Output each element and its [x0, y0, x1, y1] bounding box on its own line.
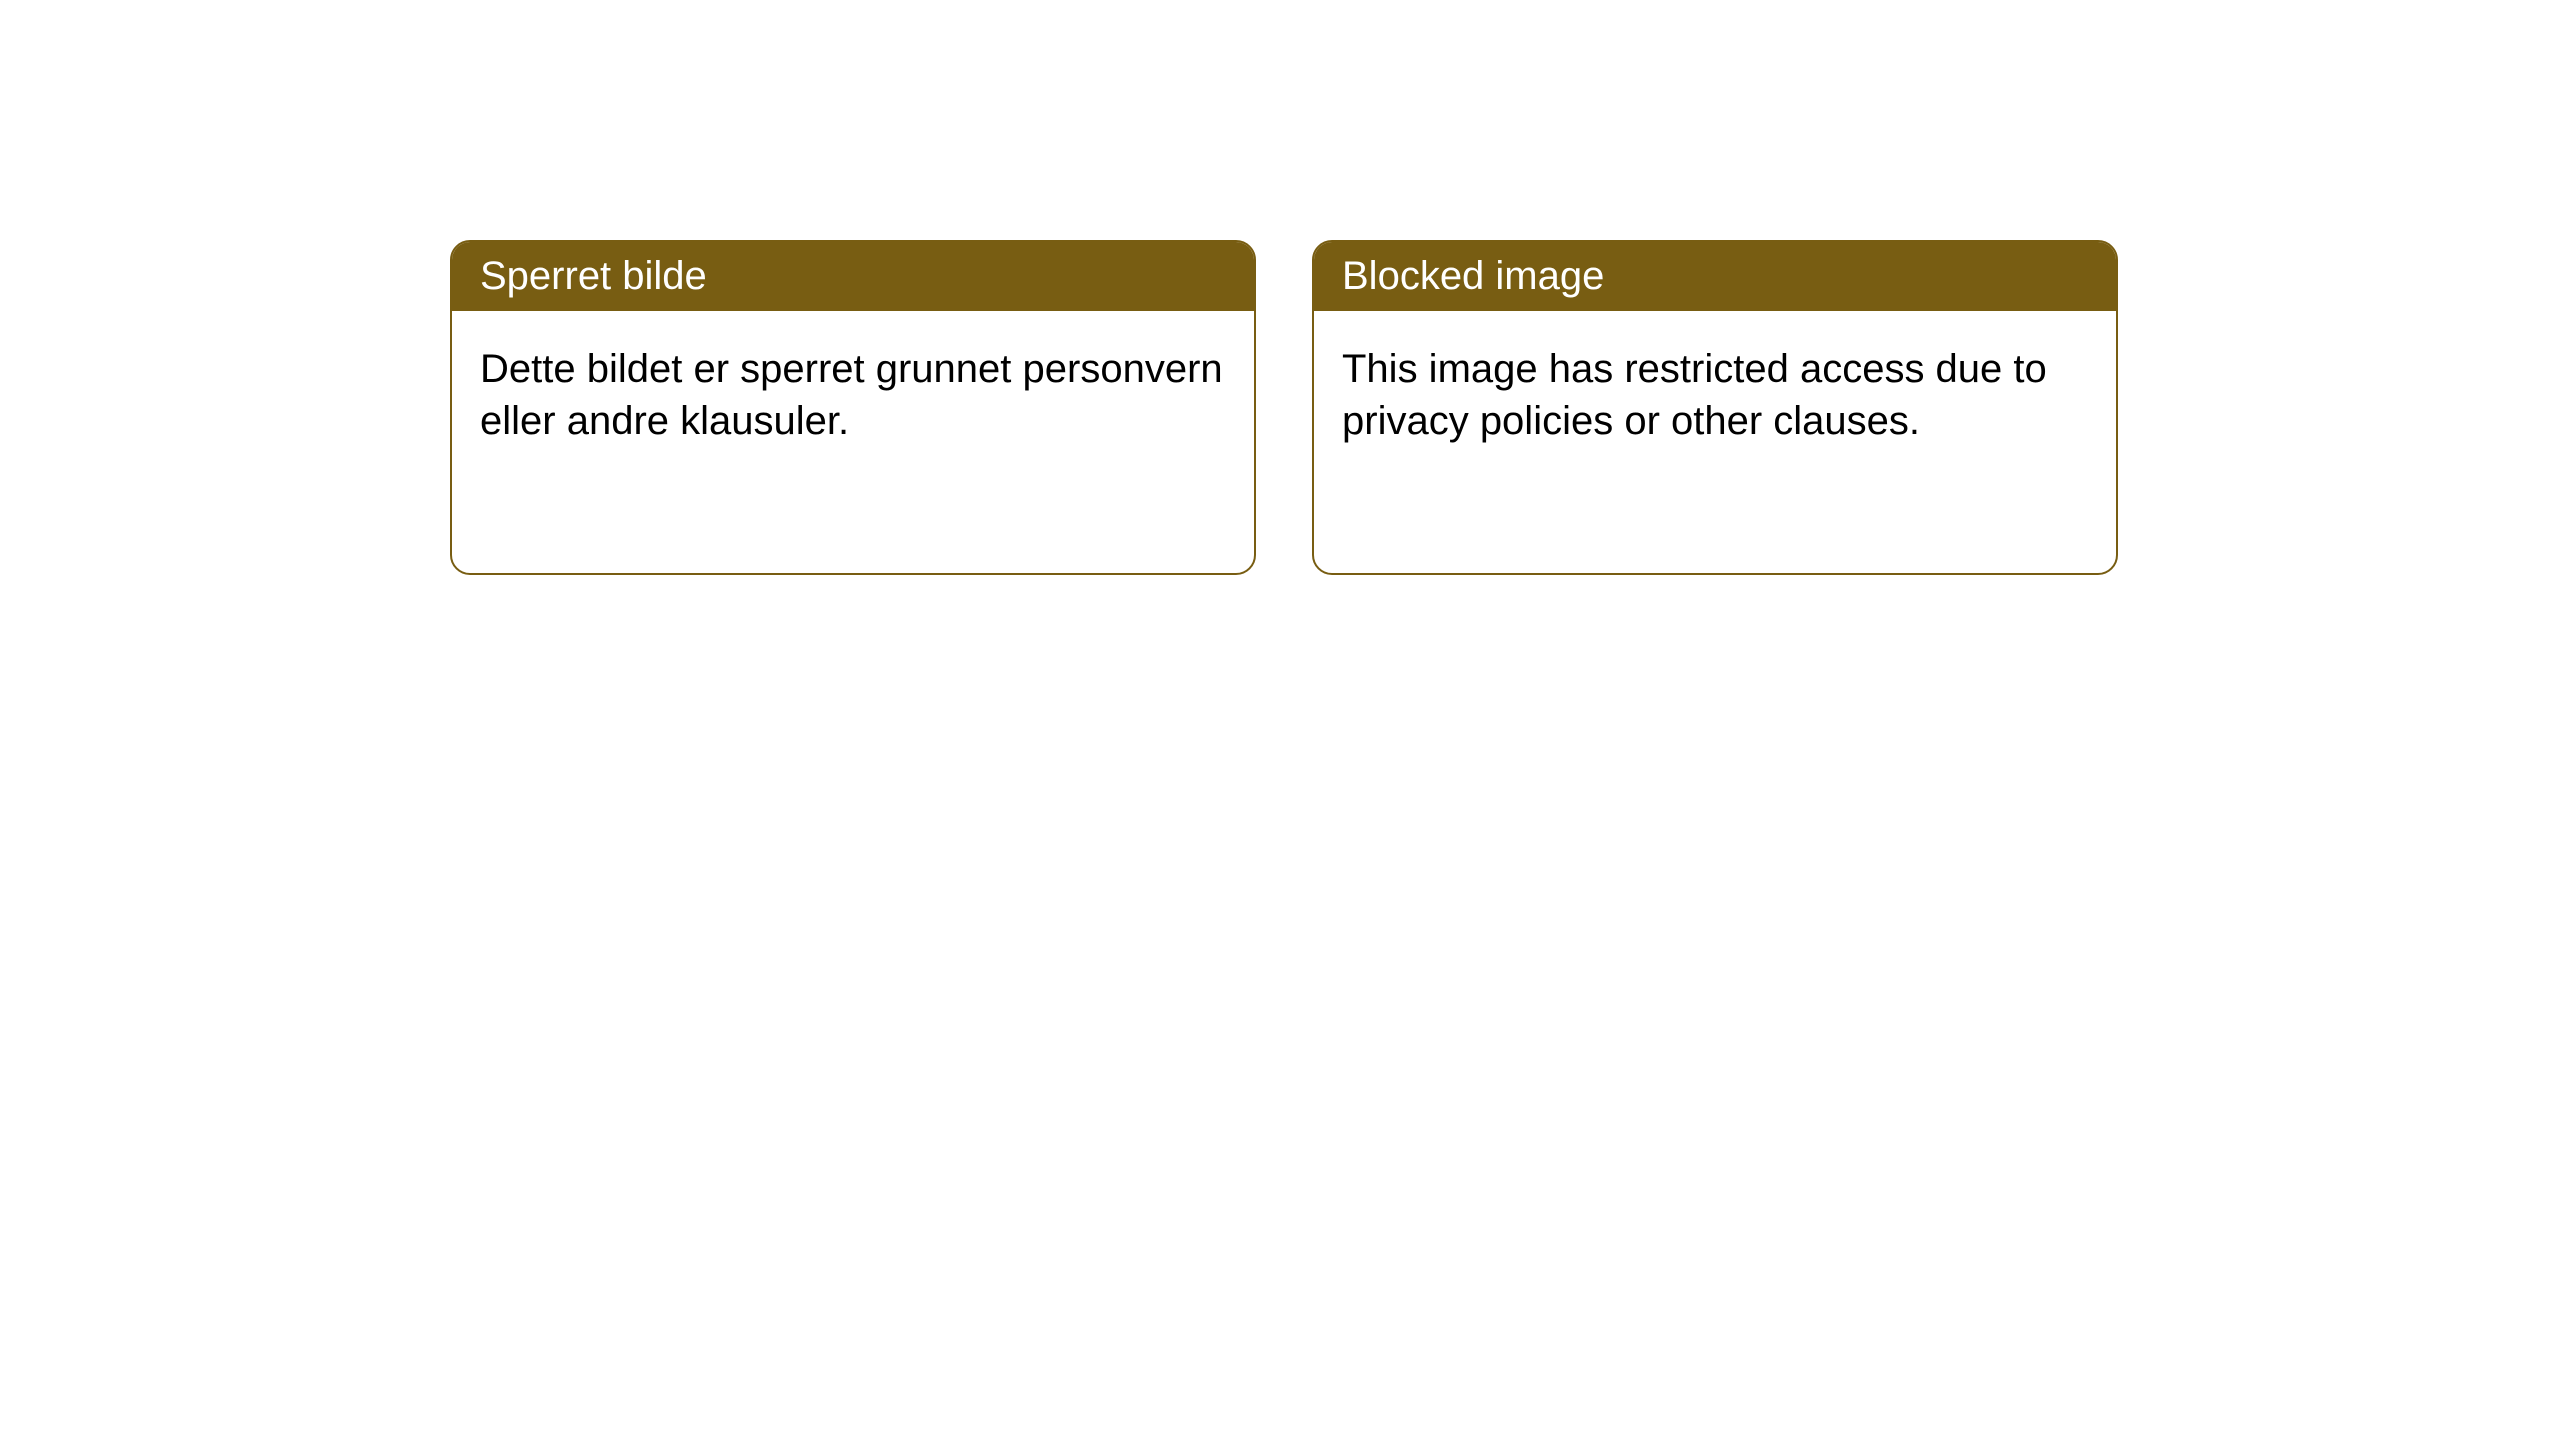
notice-title-norwegian: Sperret bilde — [452, 242, 1254, 311]
notice-container: Sperret bilde Dette bildet er sperret gr… — [0, 0, 2560, 575]
notice-title-english: Blocked image — [1314, 242, 2116, 311]
notice-body-norwegian: Dette bildet er sperret grunnet personve… — [452, 311, 1254, 479]
notice-card-english: Blocked image This image has restricted … — [1312, 240, 2118, 575]
notice-body-english: This image has restricted access due to … — [1314, 311, 2116, 479]
notice-card-norwegian: Sperret bilde Dette bildet er sperret gr… — [450, 240, 1256, 575]
